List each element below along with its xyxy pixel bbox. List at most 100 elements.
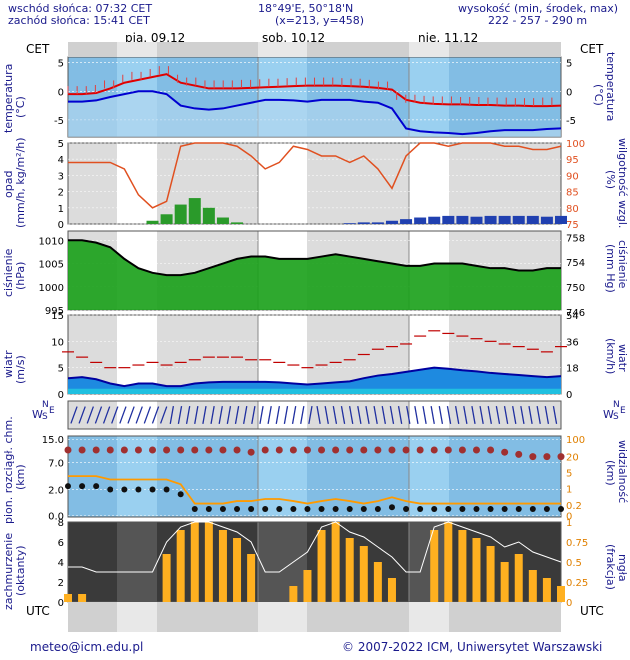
precip-tick-left: 5 [58,139,64,150]
visibility-point [79,483,86,490]
series-visibility [68,475,561,505]
night-band [157,143,258,224]
tz-left-bottom: UTC [26,604,50,618]
dir-e-right: E [620,406,626,416]
cloudbase-point [163,446,171,454]
wind-direction-arrow [78,406,86,424]
wind-direction-arrow [283,406,289,424]
wind-direction-arrow [275,406,281,424]
elevation-values: 222 - 257 - 290 m [488,14,588,27]
precip-bar [146,220,159,224]
night-band [157,522,258,602]
bottom-hour-label: 15 [455,604,471,618]
pressure-unit-right: (mm Hg) [604,244,617,293]
wind-direction-arrow [185,406,191,424]
panel-bg-temp [68,57,561,137]
precip-bar [442,215,455,224]
coords-text: 18°49'E, 50°18'N [258,2,354,15]
wind-direction-arrow [308,406,313,424]
panel-bg-vis [68,436,561,517]
date-label-2: 10.12 [275,618,310,632]
cloudbase-point [303,446,311,454]
wind-direction-arrow [169,406,175,424]
series-dewpoint [68,90,562,136]
cloudbase-tick-left: 2.0 [48,485,64,496]
visibility-point [205,506,212,512]
cloudbase-point [205,446,213,454]
fog-tick-right: 1 [566,518,572,529]
clouds-tick-left: 4 [58,558,64,569]
visibility-tick-right: 5 [566,468,572,479]
rh-tick-right: 80 [566,204,579,215]
top-hour-label: 04 [74,43,90,57]
precip-bar [428,216,441,224]
cloudbase-point [388,446,396,454]
cloudbase-point [501,448,509,456]
visibility-tick-right: 20 [566,452,579,463]
cloudbase-point [374,446,382,454]
cloudbase-point [346,446,354,454]
cloudbase-point [318,446,326,454]
bottom-hour-label: 03 [531,604,547,618]
dir-w-right: W [603,408,614,421]
fog-tick-right: 0.25 [566,578,588,589]
rh-tick-right: 90 [566,171,579,182]
bottom-hour-label: 21 [188,604,204,618]
visibility-point [276,506,283,512]
night-band [307,57,409,137]
fog-bar [64,594,72,602]
pressure-area [68,240,561,310]
footer-copyright: © 2007-2022 ICM, Uniwersytet Warszawski [342,640,603,654]
fog-bar [528,570,537,602]
top-hour-label: 04 [531,43,547,57]
wind-direction-arrow [324,406,329,424]
cloudbase-point [529,453,537,461]
fog-bar [458,530,467,602]
panel-frame-cld [67,521,562,603]
wind-calm-band [68,388,561,394]
cloudbase-point [557,453,565,461]
precip-bar [540,216,553,224]
night-band [157,231,258,310]
sunrise-text: wschód słońca: 07:32 CET [8,2,153,15]
visibility-point [135,486,142,493]
fog-bar [317,530,326,602]
precip-bar [231,222,244,224]
precip-tick-left: 4 [58,155,64,166]
temp-tick-right: 0 [566,87,572,98]
cloudbase-point [219,446,227,454]
visibility-point [501,506,508,512]
pressure-unit-left: (hPa) [14,261,27,290]
rh-tick-right: 100 [566,139,585,150]
wind-direction-arrow [86,406,94,424]
precip-bar [484,215,497,224]
pressure-tick-left: 1010 [39,236,64,247]
temp-unit-left: (°C) [14,96,27,118]
visibility-point [149,486,156,493]
cloudbase-point [289,446,297,454]
precip-bar [555,215,567,224]
precip-bar [526,215,539,224]
date-label-1: 09.12 [124,618,159,632]
fog-bar [359,546,368,602]
visibility-label-right: widzialność [616,440,629,504]
night-band [68,231,117,310]
cloudbase-point [458,446,466,454]
wind-direction-arrow [234,406,240,424]
fog-bar [190,522,199,602]
day-label-1: pią, 09.12 [125,31,186,45]
wind-direction-arrow [348,406,354,424]
dir-e-left: E [49,406,55,416]
precip-bar [498,215,511,224]
wind-direction-arrow [243,406,248,424]
fog-bar [162,554,171,602]
footer-email[interactable]: meteo@icm.edu.pl [30,640,144,654]
cloudbase-tick-left: 15.0 [42,435,64,446]
cloudbase-point [191,446,199,454]
wind-tick-left: 0 [58,390,64,401]
precip-bar [343,223,356,224]
wind-speed-area [68,367,561,394]
fog-bar [247,554,256,602]
temp-tick-left: 0 [58,87,64,98]
visibility-point [360,506,367,512]
